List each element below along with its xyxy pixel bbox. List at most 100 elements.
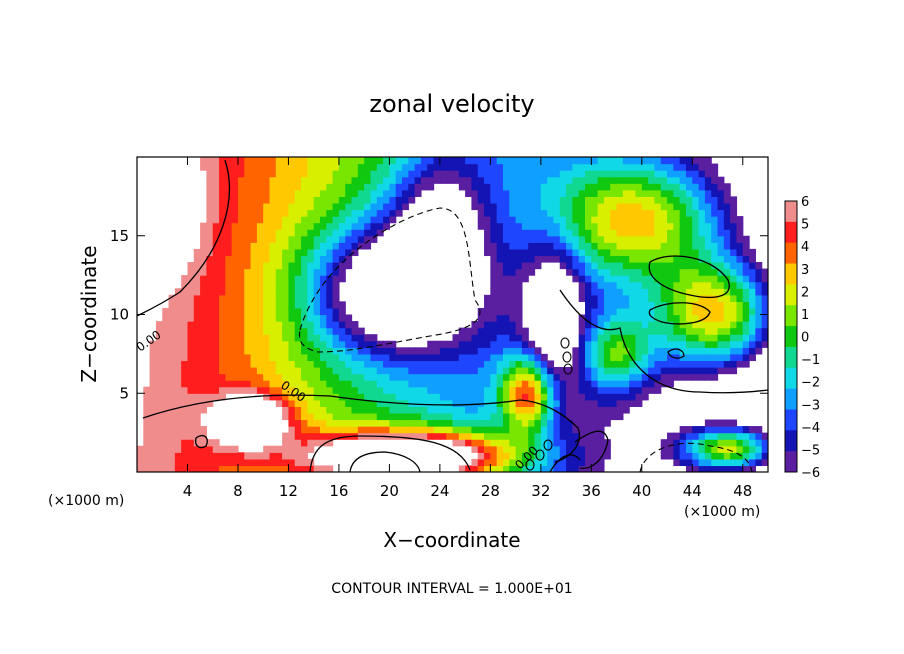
field-cell	[275, 275, 283, 283]
field-cell	[427, 432, 435, 440]
field-cell	[566, 399, 573, 407]
field-cell	[490, 209, 498, 217]
field-cell	[206, 380, 214, 388]
field-cell	[667, 196, 674, 204]
field-cell	[616, 412, 624, 421]
field-cell	[622, 163, 630, 171]
field-cell	[313, 301, 321, 309]
field-cell	[704, 176, 712, 184]
field-cell	[307, 281, 315, 289]
field-cell	[263, 340, 271, 348]
field-cell	[395, 196, 403, 204]
field-cell	[540, 353, 548, 362]
field-cell	[679, 216, 687, 224]
field-cell	[162, 445, 170, 453]
field-cell	[509, 176, 517, 184]
field-cell	[433, 412, 441, 421]
field-cell	[345, 412, 353, 421]
field-cell	[761, 288, 768, 296]
field-cell	[528, 235, 536, 243]
field-cell	[749, 281, 756, 289]
field-cell	[641, 301, 649, 309]
field-cell	[237, 288, 245, 296]
field-cell	[452, 406, 460, 414]
field-cell	[484, 380, 491, 388]
field-cell	[515, 314, 523, 322]
field-cell	[572, 406, 580, 414]
field-cell	[648, 248, 656, 257]
field-cell	[237, 196, 245, 204]
field-cell	[559, 452, 567, 460]
field-cell	[477, 386, 485, 394]
field-cell	[648, 367, 656, 375]
field-cell	[174, 439, 182, 447]
field-cell	[711, 347, 719, 355]
field-cell	[420, 163, 428, 171]
field-cell	[307, 314, 315, 322]
field-cell	[162, 353, 170, 362]
colorbar-tick-label: −4	[801, 421, 820, 436]
field-cell	[515, 275, 523, 283]
field-cell	[181, 327, 189, 335]
field-cell	[597, 367, 605, 375]
field-cell	[704, 445, 712, 453]
field-cell	[212, 307, 220, 316]
field-cell	[559, 419, 567, 427]
field-cell	[679, 262, 687, 270]
field-cell	[641, 288, 649, 296]
field-cell	[591, 458, 599, 467]
field-cell	[250, 334, 258, 342]
field-cell	[641, 386, 649, 394]
field-cell	[477, 367, 485, 375]
field-cell	[301, 189, 308, 197]
field-cell	[256, 367, 264, 375]
field-cell	[603, 314, 611, 322]
field-cell	[521, 393, 529, 401]
field-cell	[509, 202, 517, 211]
x-tick-label: 12	[279, 482, 298, 500]
field-cell	[484, 432, 491, 440]
field-cell	[603, 281, 611, 289]
field-cell	[193, 334, 201, 342]
field-cell	[572, 262, 580, 270]
field-cell	[458, 373, 466, 381]
field-cell	[237, 307, 245, 316]
field-cell	[597, 281, 605, 289]
field-cell	[496, 386, 504, 394]
field-cell	[673, 445, 681, 453]
field-cell	[193, 248, 201, 257]
field-cell	[509, 439, 517, 447]
field-cell	[301, 229, 308, 237]
field-cell	[477, 327, 485, 335]
field-cell	[326, 170, 334, 178]
field-cell	[502, 229, 510, 237]
field-cell	[761, 458, 768, 467]
field-cell	[345, 202, 353, 211]
field-cell	[622, 380, 630, 388]
field-cell	[660, 353, 668, 362]
field-cell	[528, 386, 536, 394]
field-cell	[667, 189, 674, 197]
field-cell	[294, 321, 302, 329]
field-cell	[496, 314, 504, 322]
velocity-field	[137, 157, 768, 472]
field-cell	[484, 393, 491, 401]
field-cell	[641, 176, 649, 184]
field-cell	[692, 334, 700, 342]
field-cell	[294, 380, 302, 388]
field-cell	[414, 393, 422, 401]
field-cell	[181, 380, 189, 388]
field-cell	[477, 314, 485, 322]
field-cell	[206, 222, 214, 230]
field-cell	[629, 202, 637, 211]
field-cell	[263, 458, 271, 467]
field-cell	[338, 334, 346, 342]
field-cell	[313, 275, 321, 283]
field-cell	[212, 216, 220, 224]
field-cell	[572, 373, 580, 381]
field-cell	[578, 432, 586, 440]
field-cell	[547, 229, 555, 237]
field-cell	[237, 301, 245, 309]
field-cell	[591, 176, 599, 184]
field-cell	[250, 380, 258, 388]
